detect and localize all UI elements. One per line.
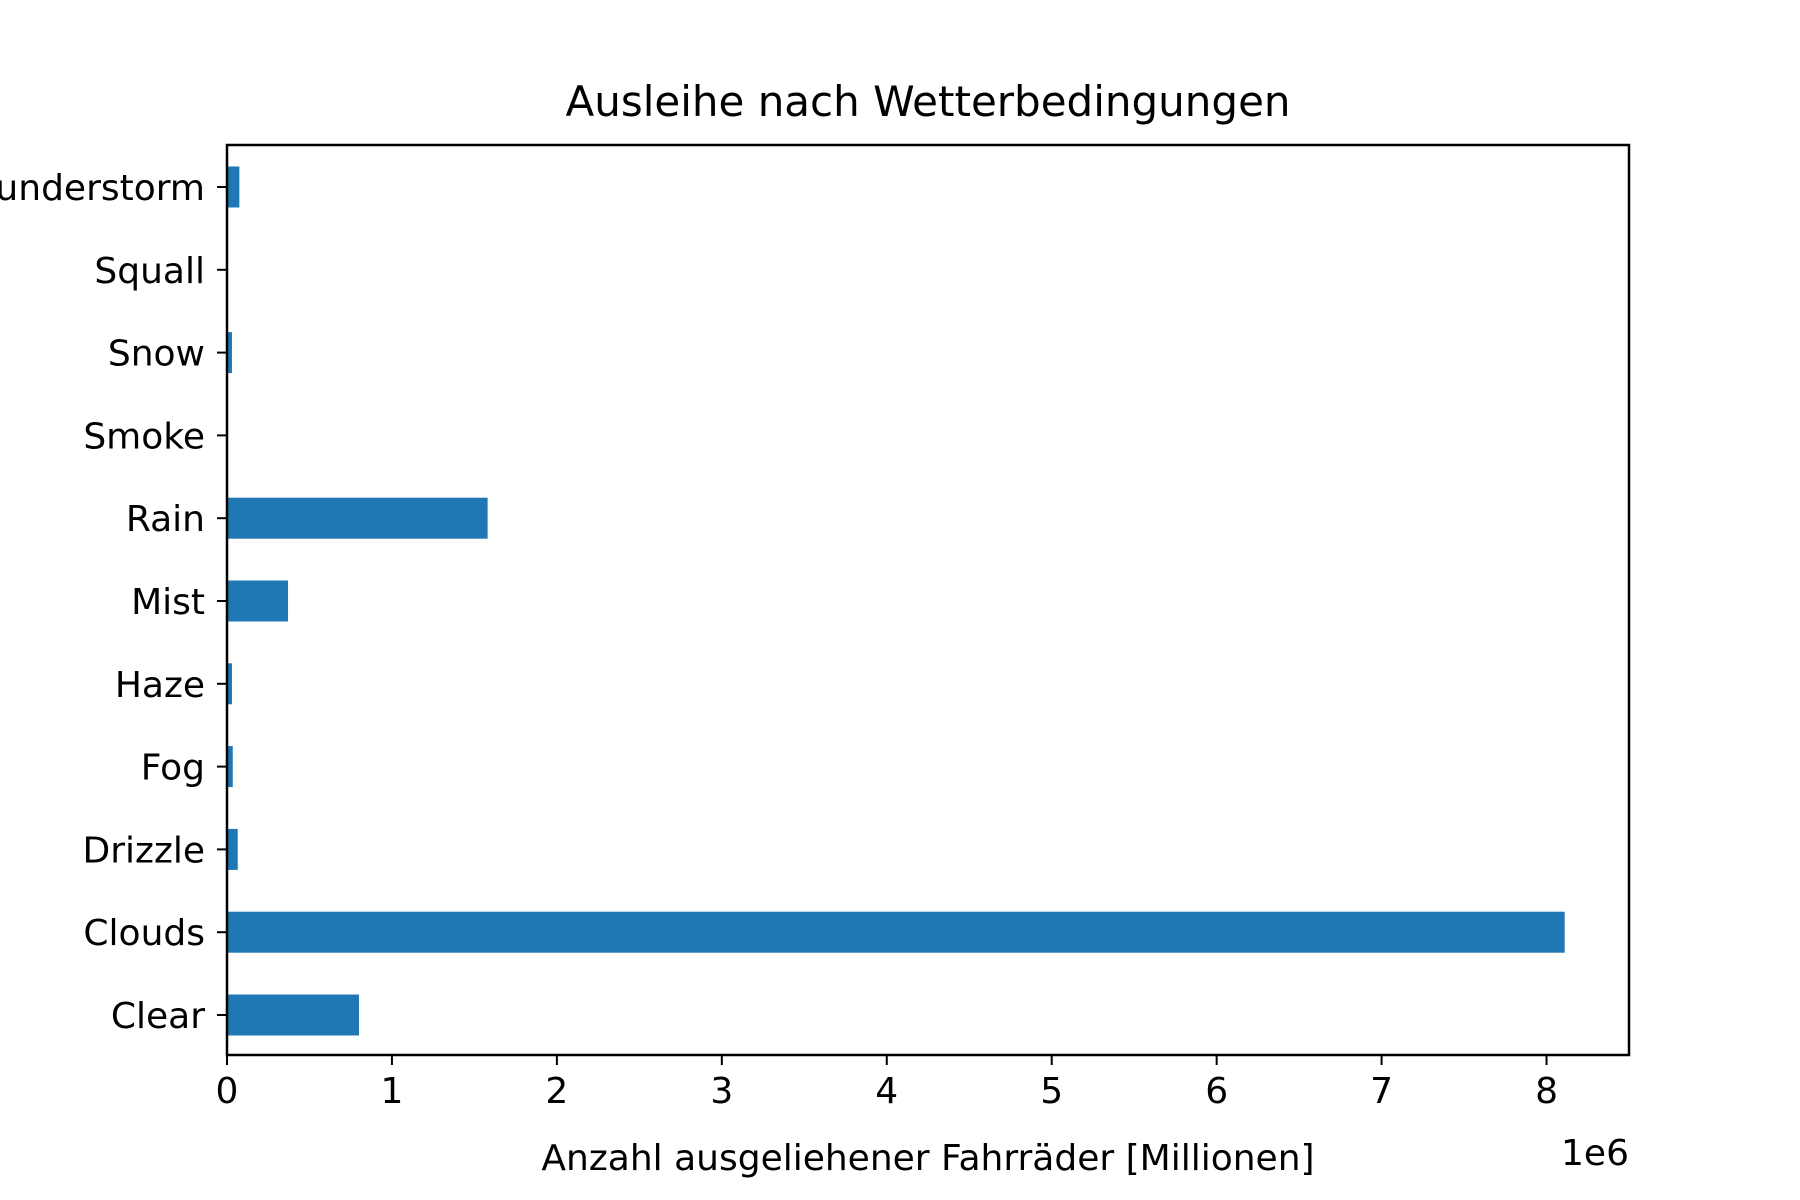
- x-tick-label-8: 8: [1535, 1071, 1558, 1112]
- bar-clear: [227, 994, 359, 1036]
- bar-haze: [227, 663, 232, 705]
- x-tick-label-1: 1: [380, 1071, 403, 1112]
- bar-clouds: [227, 911, 1565, 953]
- y-tick-label-thunderstorm: Thunderstorm: [0, 168, 205, 209]
- x-tick-label-7: 7: [1370, 1071, 1393, 1112]
- y-tick-label-squall: Squall: [94, 251, 205, 292]
- y-tick-label-haze: Haze: [115, 665, 205, 706]
- x-axis-label: Anzahl ausgeliehener Fahrräder [Millione…: [541, 1138, 1314, 1179]
- plot-frame: [225, 143, 1631, 1057]
- bar-mist: [227, 580, 289, 622]
- y-tick-label-fog: Fog: [141, 748, 205, 789]
- chart-title: Ausleihe nach Wetterbedingungen: [565, 77, 1290, 126]
- bar-thunderstorm: [227, 166, 240, 208]
- x-tick-label-3: 3: [710, 1071, 733, 1112]
- bar-drizzle: [227, 828, 238, 870]
- bar-snow: [227, 332, 232, 374]
- bar-rain: [227, 497, 488, 539]
- x-tick-label-0: 0: [216, 1071, 239, 1112]
- y-tick-label-snow: Snow: [108, 334, 205, 375]
- y-tick-label-mist: Mist: [131, 582, 205, 623]
- y-tick-label-clear: Clear: [111, 996, 205, 1037]
- x-axis: 0 1 2 3 4 5 6 7 8: [216, 1055, 1558, 1112]
- y-tick-label-drizzle: Drizzle: [83, 830, 205, 871]
- x-tick-label-2: 2: [545, 1071, 568, 1112]
- x-tick-label-4: 4: [875, 1071, 898, 1112]
- bar-fog: [227, 746, 233, 788]
- y-tick-label-rain: Rain: [126, 499, 205, 540]
- y-tick-label-smoke: Smoke: [83, 416, 205, 457]
- y-tick-label-clouds: Clouds: [83, 913, 205, 954]
- x-tick-label-5: 5: [1040, 1071, 1063, 1112]
- x-tick-label-6: 6: [1205, 1071, 1228, 1112]
- bars-group: [227, 166, 1565, 1036]
- y-axis: Clear Clouds Drizzle Fog Haze Mist Rain Smoke Sn…: [0, 168, 227, 1037]
- x-axis-offset-label: 1e6: [1561, 1133, 1629, 1174]
